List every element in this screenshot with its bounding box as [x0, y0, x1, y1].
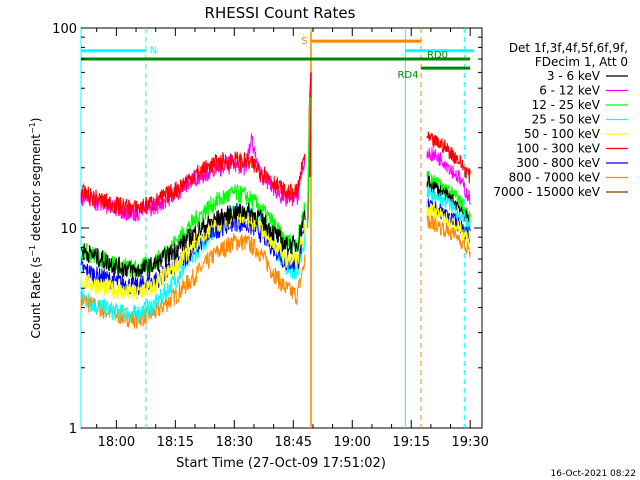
chart-title: RHESSI Count Rates	[205, 4, 356, 22]
series-layer	[80, 131, 471, 329]
legend-label: 6 - 12 keV	[539, 84, 601, 98]
flare-spike	[306, 32, 312, 428]
y-axis-label: Count Rate (s−1 detector segment−1)	[28, 118, 43, 339]
series-after-gap-7	[426, 215, 471, 258]
x-tick-label: 18:00	[98, 435, 135, 450]
series-line-3-6-kev	[80, 202, 306, 279]
legend-label: 800 - 7000 keV	[509, 171, 601, 185]
x-axis-label: Start Time (27-Oct-09 17:51:02)	[176, 456, 386, 471]
legend-label: 50 - 100 keV	[524, 127, 601, 141]
legend-label: 3 - 6 keV	[547, 69, 601, 83]
flare-green-rise	[306, 97, 311, 229]
legend-header-line-2: FDecim 1, Att 0	[535, 55, 628, 69]
attenuator-markers: N S RD0 RD4	[81, 36, 475, 81]
x-tick-label: 18:15	[157, 435, 194, 450]
legend-label: 25 - 50 keV	[532, 113, 601, 127]
plot-area: N S RD0 RD4	[80, 27, 483, 429]
x-tick-label: 19:00	[334, 435, 371, 450]
generation-timestamp: 16-Oct-2021 08:22	[551, 469, 636, 479]
legend-label: 100 - 300 keV	[516, 142, 600, 156]
marker-label-s: S	[301, 36, 307, 47]
y-tick-label: 1	[69, 422, 77, 437]
marker-label-rd0: RD0	[427, 50, 448, 61]
x-tick-label: 18:30	[216, 435, 253, 450]
x-tick-label: 19:30	[451, 435, 488, 450]
y-label-part-2: detector segment	[29, 134, 43, 245]
marker-label-rd4: RD4	[397, 70, 418, 81]
series-line-800-7000-kev	[80, 233, 306, 329]
y-tick-label: 100	[52, 22, 77, 37]
series-after-gap-4	[426, 185, 471, 232]
series-after-gap-0	[426, 131, 471, 184]
legend-label: 7000 - 15000 keV	[493, 185, 600, 199]
legend-header-line-1: Det 1f,3f,4f,5f,6f,9f,	[509, 41, 628, 55]
y-tick-label: 10	[60, 222, 77, 237]
x-tick-label: 19:15	[393, 435, 430, 450]
y-axis: 1 10 100	[52, 22, 482, 437]
y-label-exponent-2: −1	[28, 122, 37, 134]
x-tick-label: 18:45	[275, 435, 312, 450]
marker-label-n: N	[150, 46, 157, 57]
series-line-100-300-kev	[80, 151, 306, 218]
x-axis: 18:00 18:15 18:30 18:45 19:00 19:15 19:30	[96, 28, 489, 450]
legend-label: 300 - 800 keV	[516, 156, 600, 170]
series-after-gap-1	[426, 146, 471, 205]
y-label-part-1: Count Rate (s	[29, 257, 43, 339]
y-label-part-3: )	[29, 118, 43, 123]
legend-label: 12 - 25 keV	[532, 98, 601, 112]
series-after-gap-6	[426, 202, 471, 249]
legend: Det 1f,3f,4f,5f,6f,9f, FDecim 1, Att 0 3…	[493, 41, 628, 199]
y-label-exponent-1: −1	[28, 245, 37, 257]
series-after-gap-3	[426, 175, 471, 232]
